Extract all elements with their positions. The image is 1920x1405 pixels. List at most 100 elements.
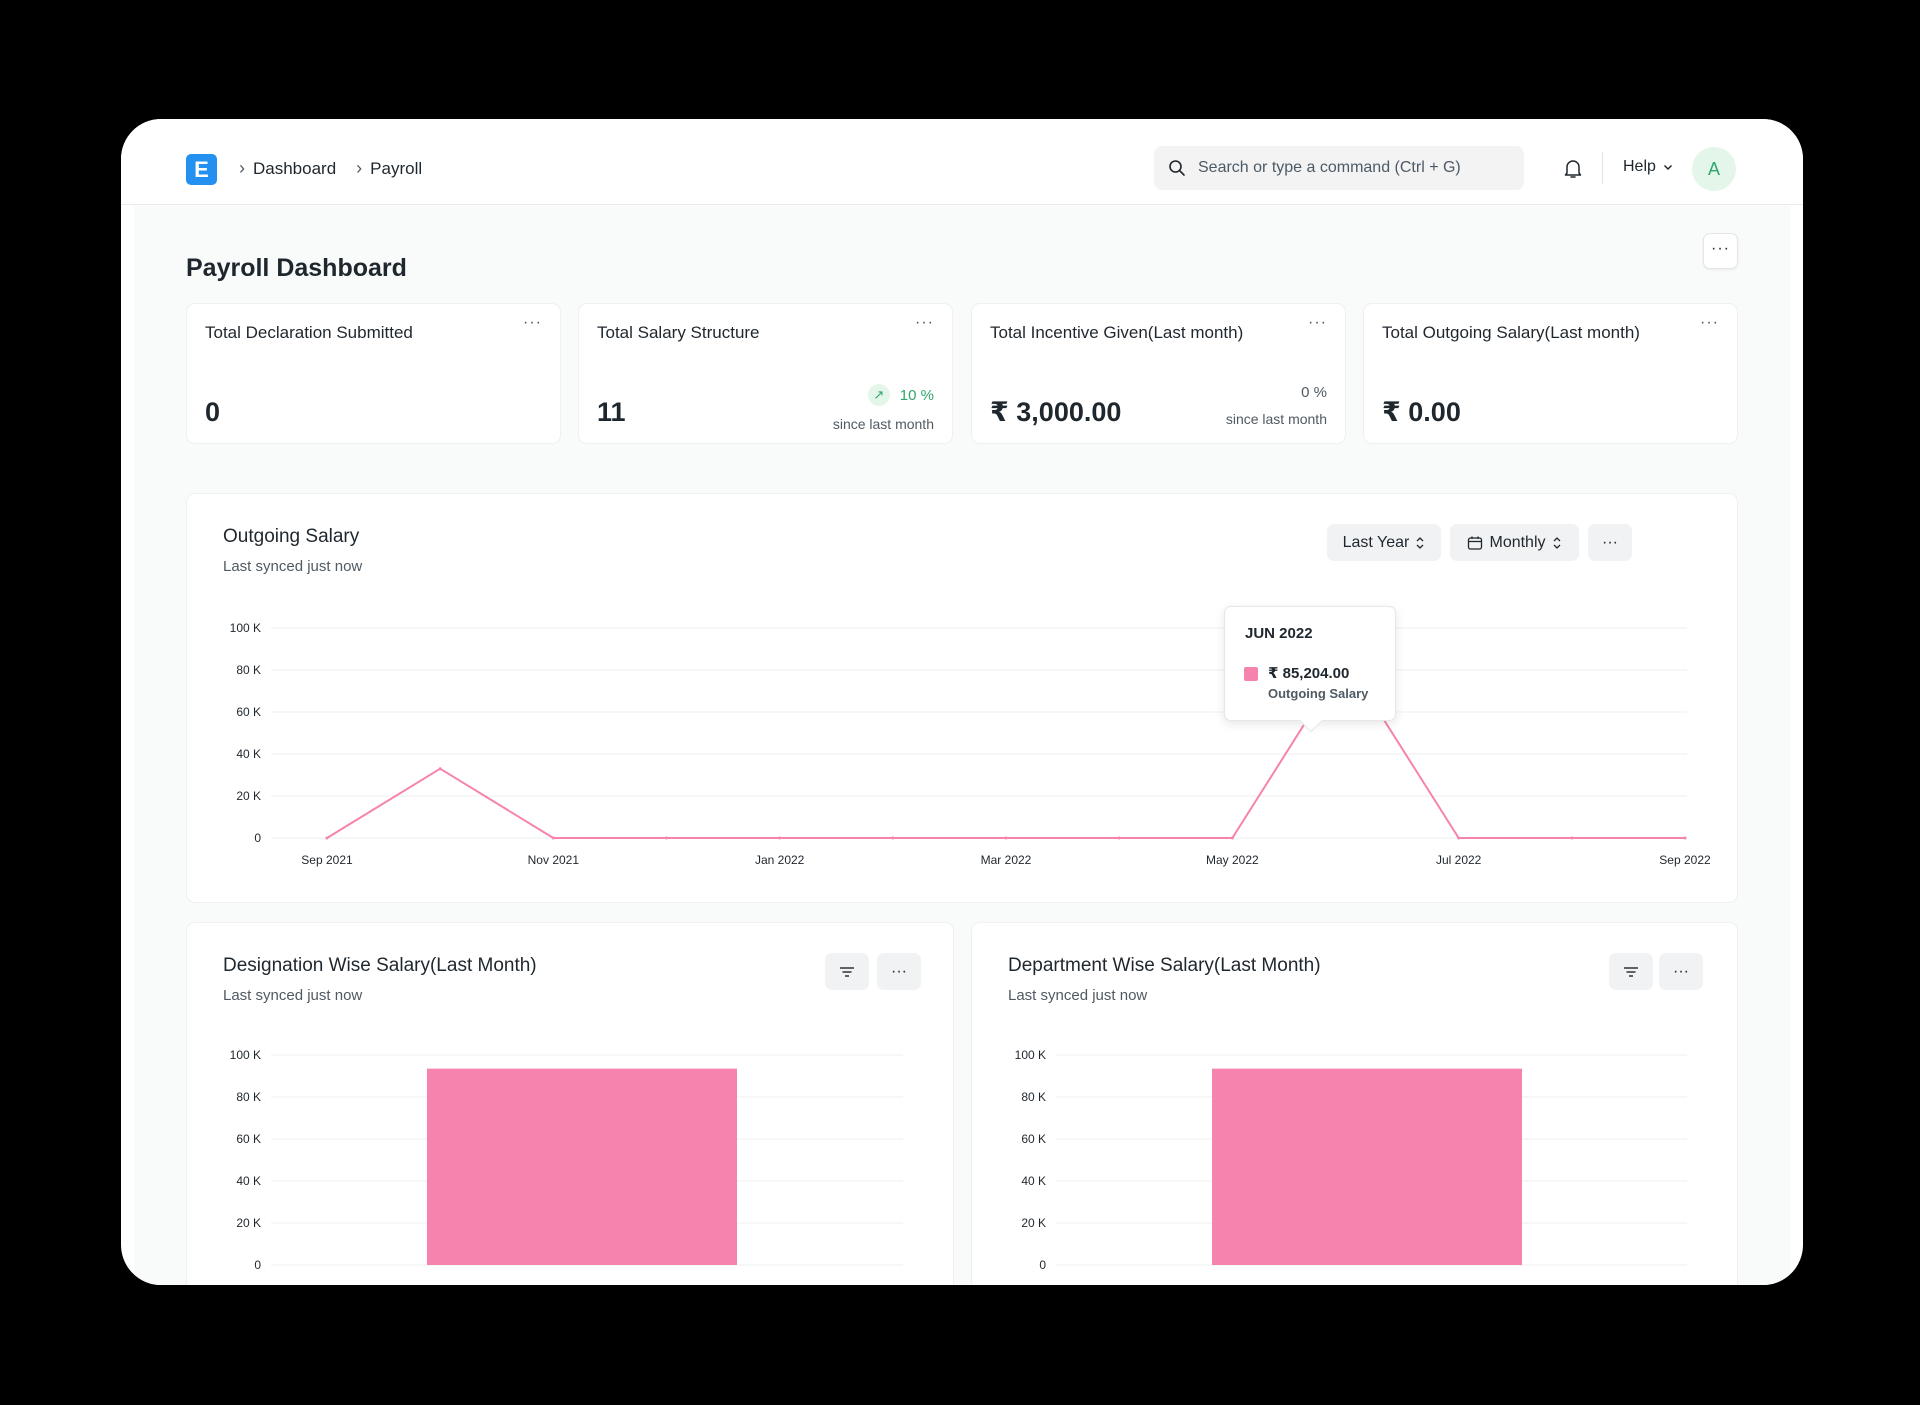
user-avatar[interactable]: A [1692, 147, 1736, 191]
data-point [1457, 836, 1461, 840]
y-tick-label: 20 K [236, 1216, 261, 1230]
data-point [325, 836, 329, 840]
filter-icon [840, 966, 854, 977]
range-select[interactable]: Last Year [1327, 524, 1441, 561]
data-point [1117, 836, 1121, 840]
chart-subtitle: Last synced just now [223, 987, 363, 1004]
data-point [778, 836, 782, 840]
designation-salary-chart-card: Designation Wise Salary(Last Month) Last… [186, 922, 954, 1285]
y-tick-label: 40 K [236, 1174, 261, 1188]
tooltip-title: JUN 2022 [1245, 625, 1313, 642]
y-tick-label: 80 K [236, 1090, 261, 1104]
y-tick-label: 60 K [1021, 1132, 1046, 1146]
arrow-up-right-icon: ↗ [867, 384, 890, 406]
divider [1602, 152, 1603, 184]
number-card-salary-structure: Total Salary Structure ··· 11 ↗ 10 % sinc… [578, 303, 953, 444]
card-value: ₹ 3,000.00 [990, 397, 1122, 427]
designation-bar-chart: 0 20 K 40 K 60 K 80 K 100 K [230, 1048, 903, 1272]
filter-button[interactable] [1609, 953, 1653, 990]
department-bar-chart: 0 20 K 40 K 60 K 80 K 100 K [1015, 1048, 1687, 1272]
search-icon [1169, 160, 1185, 176]
chevron-right-icon: › [356, 158, 363, 178]
card-title: Total Outgoing Salary(Last month) [1382, 323, 1640, 342]
card-menu-button[interactable]: ··· [1308, 314, 1327, 331]
chart-title: Department Wise Salary(Last Month) [1008, 955, 1321, 976]
x-tick-label: Nov 2021 [528, 853, 580, 867]
calendar-icon [1468, 536, 1483, 550]
notification-bell-icon[interactable] [1561, 156, 1585, 180]
data-point [1004, 836, 1008, 840]
x-tick-label: Sep 2021 [301, 853, 353, 867]
y-tick-label: 20 K [236, 789, 261, 803]
app-logo[interactable]: E [186, 154, 217, 185]
card-menu-button[interactable]: ··· [523, 314, 542, 331]
y-tick-label: 40 K [236, 747, 261, 761]
main-content: Payroll Dashboard ··· Total Declaration … [134, 206, 1790, 1285]
chart-subtitle: Last synced just now [1008, 987, 1148, 1004]
card-stat: ↗ 10 % since last month [833, 384, 934, 432]
help-label: Help [1623, 158, 1656, 175]
data-point [551, 836, 555, 840]
number-card-declaration: Total Declaration Submitted ··· 0 [186, 303, 561, 444]
data-point [665, 836, 668, 840]
tooltip-value: ₹ 85,204.00 [1268, 665, 1350, 682]
chevron-down-icon [1663, 164, 1672, 171]
filter-button[interactable] [825, 953, 869, 990]
data-point [1683, 836, 1687, 840]
card-change-note: since last month [832, 416, 934, 432]
card-title: Total Incentive Given(Last month) [990, 323, 1244, 342]
chart-menu-button[interactable]: ··· [877, 953, 921, 990]
navbar: E › Dashboard › Payroll Help A [121, 119, 1803, 205]
select-arrows-icon [1416, 536, 1424, 549]
card-title: Total Declaration Submitted [205, 323, 413, 342]
breadcrumb-dashboard[interactable]: Dashboard [253, 158, 337, 178]
y-tick-label: 20 K [1021, 1216, 1046, 1230]
y-tick-label: 80 K [1021, 1090, 1046, 1104]
interval-select[interactable]: Monthly [1450, 524, 1579, 561]
card-value: ₹ 0.00 [1382, 397, 1461, 427]
number-card-outgoing: Total Outgoing Salary(Last month) ··· ₹ … [1363, 303, 1738, 444]
department-salary-chart-card: Department Wise Salary(Last Month) Last … [971, 922, 1738, 1285]
y-tick-label: 0 [1039, 1258, 1046, 1272]
breadcrumb: › Dashboard › Payroll [231, 158, 434, 179]
data-point [1570, 836, 1574, 840]
card-menu-button[interactable]: ··· [915, 314, 934, 331]
x-tick-label: Jan 2022 [755, 853, 805, 867]
chart-menu-button[interactable]: ··· [1588, 524, 1632, 561]
card-change: 0 % [1301, 384, 1327, 401]
search-input[interactable] [1198, 159, 1498, 177]
select-arrows-icon [1553, 536, 1560, 549]
y-tick-label: 100 K [1015, 1048, 1046, 1062]
data-point [1230, 836, 1234, 840]
tooltip-swatch [1244, 667, 1258, 681]
page-menu-button[interactable]: ··· [1703, 233, 1738, 269]
card-title: Total Salary Structure [597, 323, 760, 342]
data-point [438, 767, 442, 771]
chart-tooltip: JUN 2022 ₹ 85,204.00 Outgoing Salary [1224, 606, 1396, 733]
interval-label: Monthly [1489, 533, 1546, 551]
x-tick-label: Mar 2022 [981, 853, 1032, 867]
chart-title: Designation Wise Salary(Last Month) [223, 955, 537, 976]
outgoing-salary-chart-card: Outgoing Salary Last synced just now Las… [186, 493, 1738, 903]
y-tick-label: 0 [254, 1258, 261, 1272]
chart-title: Outgoing Salary [223, 526, 360, 547]
chart-subtitle: Last synced just now [223, 558, 363, 575]
card-value: 0 [205, 397, 221, 427]
card-change-note: since last month [1225, 411, 1327, 427]
breadcrumb-payroll[interactable]: Payroll [370, 158, 423, 178]
range-label: Last Year [1342, 533, 1410, 551]
y-tick-label: 80 K [236, 663, 261, 677]
series-line [326, 658, 1685, 839]
x-tick-label: May 2022 [1206, 853, 1259, 867]
card-change: 10 % [899, 386, 934, 404]
chart-menu-button[interactable]: ··· [1659, 953, 1703, 990]
x-tick-label: Jul 2022 [1436, 853, 1482, 867]
number-card-incentive: Total Incentive Given(Last month) ··· ₹ … [971, 303, 1346, 444]
bar [427, 1068, 737, 1265]
y-tick-label: 0 [254, 831, 261, 845]
search-bar[interactable] [1154, 146, 1524, 190]
card-menu-button[interactable]: ··· [1700, 314, 1719, 331]
y-tick-label: 60 K [236, 1132, 261, 1146]
help-dropdown[interactable]: Help [1623, 158, 1674, 176]
chevron-right-icon: › [239, 158, 245, 178]
